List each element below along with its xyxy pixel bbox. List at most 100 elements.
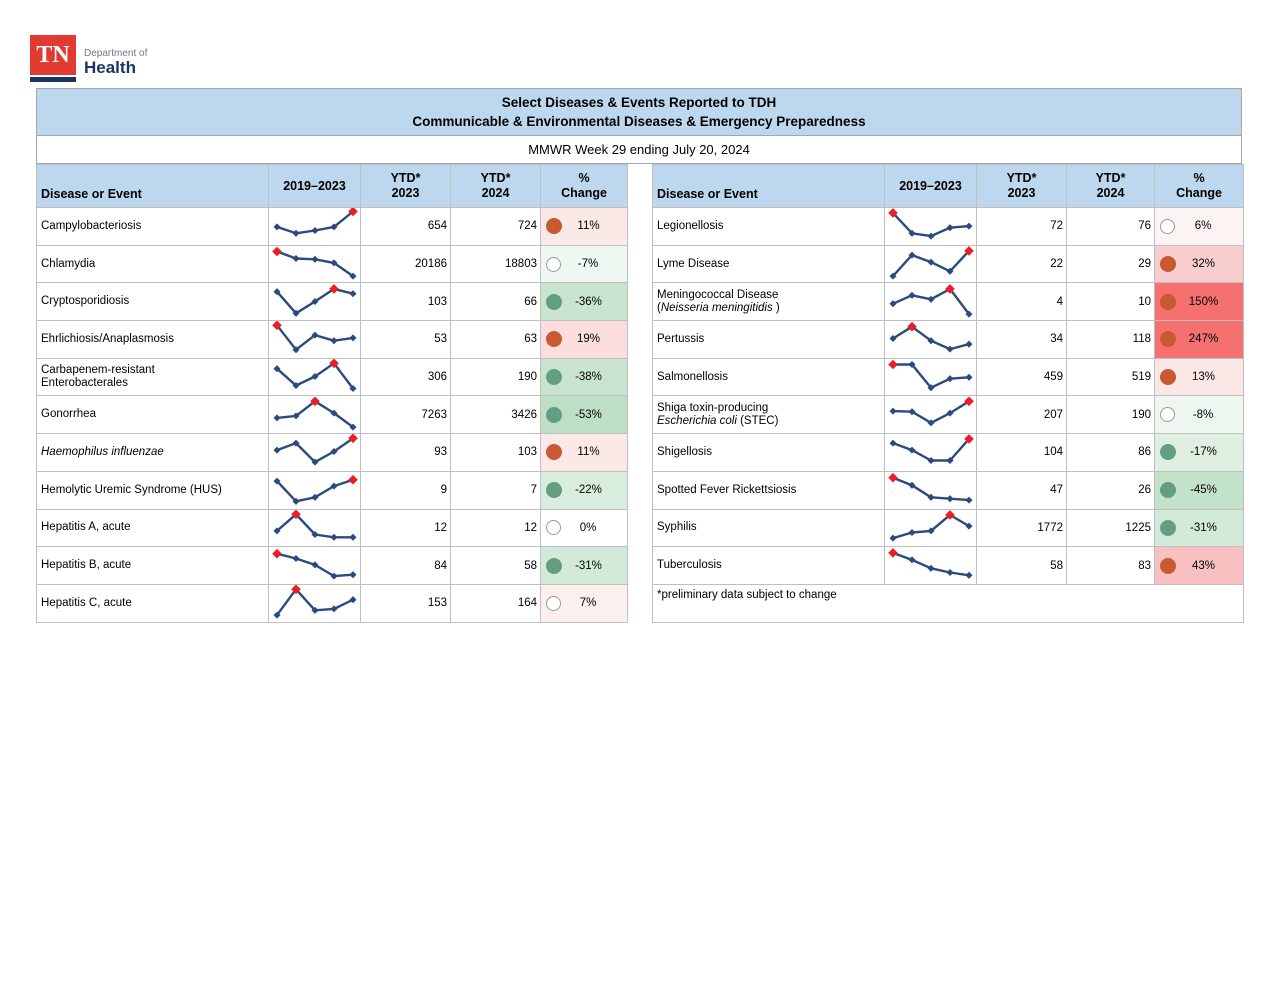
percent-change-cell: -45%	[1154, 470, 1244, 510]
sparkline-marker	[888, 272, 897, 280]
trend-up-dot	[546, 331, 562, 348]
ytd-2024-value: 76	[1066, 207, 1155, 246]
sparkline-marker	[945, 457, 954, 465]
percent-change-cell: 32%	[1154, 244, 1244, 284]
ytd-2024-value: 164	[450, 583, 541, 623]
table-row: Tuberculosis 58 83 43%	[652, 546, 1244, 585]
column-header-4: % Change	[1154, 164, 1244, 208]
sparkline-marker	[329, 259, 338, 267]
trend-flat-dot	[1160, 407, 1175, 423]
sparkline-red-marker	[887, 359, 898, 370]
sparkline-marker	[945, 495, 954, 503]
table-row: Haemophilus influenzae 93 103 11%	[36, 433, 628, 472]
tn-logo-mark: TN	[30, 35, 76, 75]
disease-table-left: Disease or Event 2019–2023 YTD* 2023 YTD* 202…	[36, 164, 628, 623]
table-row: Chlamydia 20186 18803 -7%	[36, 244, 628, 284]
ytd-2023-value: 654	[360, 207, 451, 246]
percent-change-value: 19%	[576, 333, 601, 346]
ytd-2024-value: 519	[1066, 357, 1155, 397]
percent-change-cell: -22%	[540, 470, 628, 510]
sparkline-cell	[268, 357, 361, 397]
report-title-band: Select Diseases & Events Reported to TDH…	[36, 88, 1242, 136]
sparkline-marker	[348, 272, 357, 280]
sparkline-chart	[887, 473, 973, 504]
ytd-2024-value: 190	[1066, 395, 1155, 435]
sparkline-cell	[268, 207, 361, 246]
column-header-1: 2019–2023	[884, 164, 977, 208]
sparkline-chart	[888, 434, 974, 465]
sparkline-marker	[964, 340, 973, 349]
sparkline-marker	[907, 447, 916, 455]
sparkline-cell	[268, 244, 361, 284]
sparkline-marker	[310, 227, 319, 235]
sparkline-chart	[888, 396, 974, 427]
ytd-2023-value: 47	[976, 470, 1067, 510]
percent-change-value: 247%	[1188, 333, 1219, 346]
sparkline-marker	[291, 382, 300, 390]
sparkline-marker	[888, 440, 897, 448]
sparkline-marker	[291, 254, 300, 263]
percent-change-cell: -36%	[540, 282, 628, 322]
table-row: Shigellosis 104 86 -17%	[652, 433, 1244, 472]
sparkline-marker	[310, 255, 319, 263]
percent-change-value: -31%	[575, 559, 602, 572]
disease-name: Tuberculosis	[652, 546, 885, 585]
disease-name: Syphilis	[652, 508, 885, 548]
percent-change-cell: 150%	[1154, 282, 1244, 322]
trend-down-dot	[546, 482, 562, 499]
column-header-0: Disease or Event	[36, 164, 269, 208]
trend-up-dot	[1160, 557, 1176, 574]
sparkline-chart	[272, 585, 357, 619]
percent-change-value: 32%	[1191, 258, 1216, 271]
disease-name: Spotted Fever Rickettsiosis	[652, 470, 885, 510]
sparkline-cell	[884, 395, 977, 435]
ytd-2024-value: 12	[450, 508, 541, 548]
table-row: Salmonellosis 459 519 13%	[652, 357, 1244, 397]
report-title-line1: Select Diseases & Events Reported to TDH	[501, 95, 777, 110]
sparkline-chart	[271, 246, 357, 280]
percent-change-cell: 19%	[540, 320, 628, 359]
trend-up-dot	[1160, 369, 1176, 386]
logo-department-of: Department of	[84, 48, 148, 59]
trend-up-dot	[546, 444, 562, 461]
sparkline-marker	[907, 230, 916, 238]
sparkline-chart	[272, 475, 358, 505]
sparkline-red-marker	[944, 509, 955, 520]
sparkline-chart	[272, 283, 357, 317]
sparkline-marker	[945, 345, 954, 354]
sparkline-chart	[888, 283, 973, 318]
percent-change-cell: -8%	[1154, 395, 1244, 435]
sparkline-marker	[272, 223, 281, 231]
trend-up-dot	[1160, 331, 1176, 348]
table-row: Gonorrhea 7263 3426 -53%	[36, 395, 628, 435]
column-header-3: YTD* 2024	[450, 164, 541, 208]
percent-change-cell: -53%	[540, 395, 628, 435]
ytd-2023-value: 4	[976, 282, 1067, 322]
sparkline-marker	[272, 414, 281, 422]
percent-change-value: -7%	[577, 258, 599, 271]
sparkline-marker	[291, 554, 300, 562]
sparkline-marker	[348, 570, 357, 578]
tdh-logo: TN Department of Health	[30, 35, 147, 82]
table-row: Ehrlichiosis/Anaplasmosis 53 63 19%	[36, 320, 628, 359]
disease-name: Haemophilus influenzae	[36, 433, 269, 472]
logo-health: Health	[84, 58, 136, 77]
trend-flat-dot	[546, 520, 561, 536]
ytd-2024-value: 118	[1066, 320, 1155, 359]
sparkline-chart	[272, 509, 357, 541]
sparkline-marker	[926, 419, 935, 427]
ytd-2024-value: 190	[450, 357, 541, 397]
sparkline-marker	[964, 496, 973, 504]
sparkline-chart	[888, 322, 973, 354]
sparkline-marker	[291, 230, 300, 238]
sparkline-marker	[945, 568, 954, 576]
sparkline-marker	[907, 528, 916, 536]
disease-name: Hepatitis B, acute	[36, 546, 269, 585]
table-row: Spotted Fever Rickettsiosis 47 26 -45%	[652, 470, 1244, 510]
disease-name: Hemolytic Uremic Syndrome (HUS)	[36, 470, 269, 510]
sparkline-chart	[888, 509, 973, 542]
sparkline-marker	[272, 447, 281, 455]
ytd-2023-value: 7263	[360, 395, 451, 435]
sparkline-chart	[272, 359, 357, 393]
sparkline-cell	[268, 470, 361, 510]
